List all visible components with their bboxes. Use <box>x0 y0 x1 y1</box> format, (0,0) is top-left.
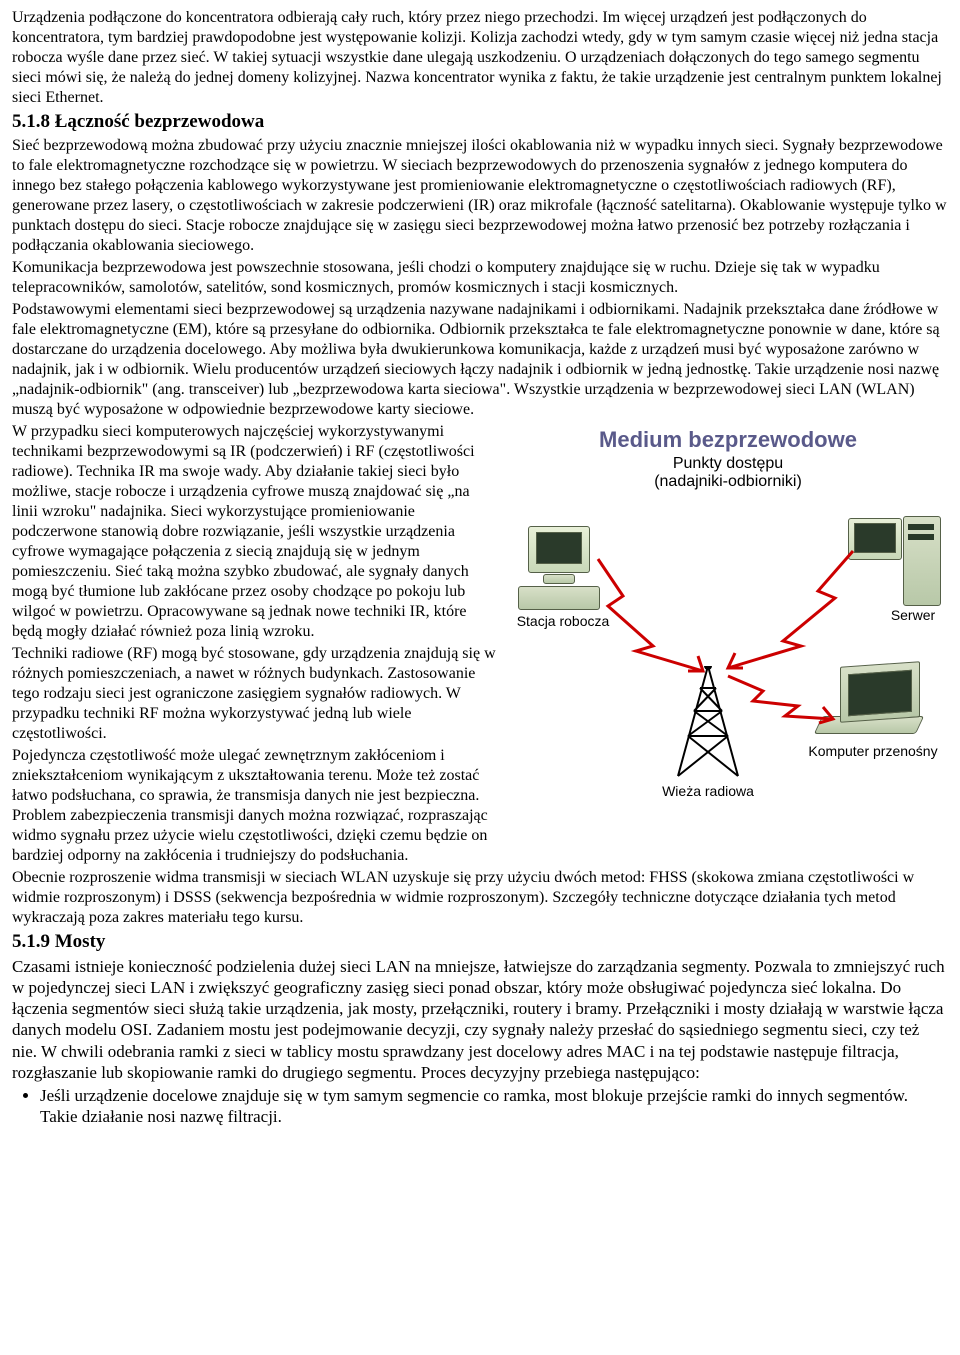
paragraph-intro: Urządzenia podłączone do koncentratora o… <box>12 8 948 108</box>
paragraph-518c: Podstawowymi elementami sieci bezprzewod… <box>12 300 948 420</box>
wrapped-section: Medium bezprzewodowe Punkty dostępu(nada… <box>12 422 948 868</box>
paragraph-519a: Czasami istnieje konieczność podzielenia… <box>12 956 948 1084</box>
figure-subtitle: Punkty dostępu(nadajniki-odbiorniki) <box>508 455 948 490</box>
bullet-item: Jeśli urządzenie docelowe znajduje się w… <box>40 1085 948 1128</box>
paragraph-518b: Komunikacja bezprzewodowa jest powszechn… <box>12 258 948 298</box>
workstation-screen-icon <box>536 532 582 564</box>
server-slot-icon <box>908 534 934 540</box>
heading-518: 5.1.8 Łączność bezprzewodowa <box>12 110 948 134</box>
figure-canvas: Stacja robocza Serwer Komputer przenośny <box>508 496 948 826</box>
tower-label: Wieża radiowa <box>648 784 768 799</box>
bolt-workstation-icon <box>588 551 718 681</box>
server-slot-icon <box>908 524 934 530</box>
laptop-label: Komputer przenośny <box>798 744 948 759</box>
paragraph-518g: Obecnie rozproszenie widma transmisji w … <box>12 868 948 928</box>
wireless-figure: Medium bezprzewodowe Punkty dostępu(nada… <box>508 426 948 827</box>
server-label: Serwer <box>878 608 948 623</box>
bolt-server-icon <box>723 546 863 676</box>
workstation-stand-icon <box>543 574 575 584</box>
paragraph-518a: Sieć bezprzewodową można zbudować przy u… <box>12 136 948 256</box>
bullet-list: Jeśli urządzenie docelowe znajduje się w… <box>40 1085 948 1128</box>
bolt-laptop-icon <box>723 671 843 731</box>
figure-title: Medium bezprzewodowe <box>508 426 948 454</box>
laptop-screen-icon <box>848 670 912 716</box>
heading-519: 5.1.9 Mosty <box>12 930 948 954</box>
